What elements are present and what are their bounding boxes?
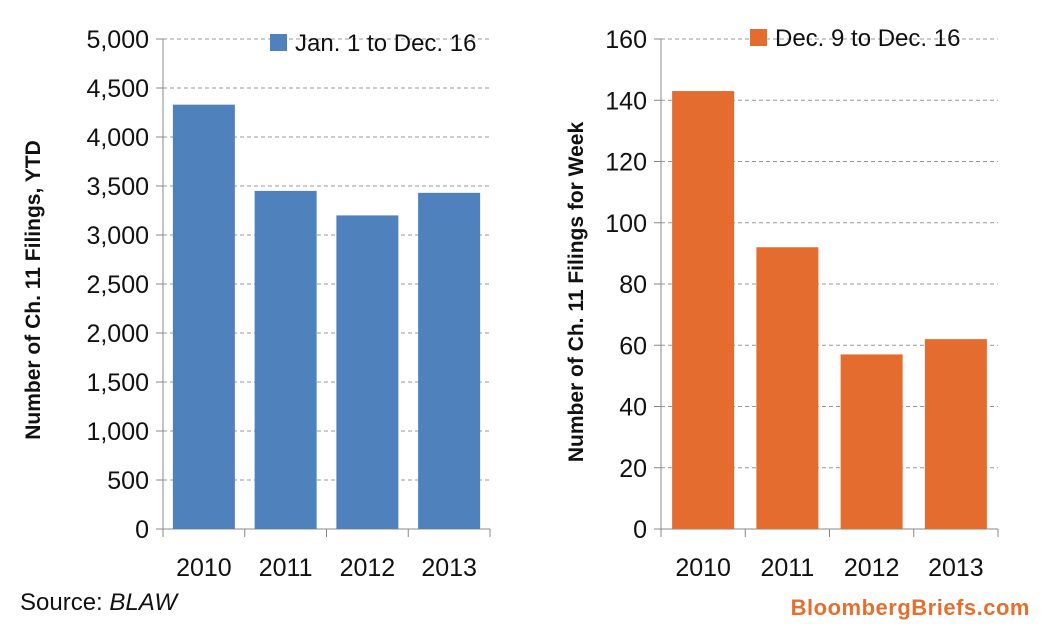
bar-2010 bbox=[172, 104, 235, 529]
bar-2013 bbox=[418, 192, 481, 530]
x-tick-label: 2011 bbox=[760, 554, 814, 582]
y-tick-label: 2,000 bbox=[86, 320, 149, 348]
y-tick-label: 140 bbox=[605, 87, 647, 115]
y-tick-label: 2,500 bbox=[86, 271, 149, 299]
bar-2012 bbox=[336, 215, 399, 529]
source-prefix: Source: bbox=[20, 589, 103, 616]
x-tick-label: 2013 bbox=[928, 554, 984, 582]
y-tick-label: 60 bbox=[619, 332, 647, 360]
y-tick-label: 3,000 bbox=[86, 222, 149, 250]
x-tick-label: 2013 bbox=[421, 554, 477, 582]
y-tick-label: 40 bbox=[619, 394, 647, 422]
x-tick-label: 2012 bbox=[340, 554, 396, 582]
y-tick-label: 20 bbox=[619, 455, 647, 483]
bar-2011 bbox=[254, 190, 317, 529]
y-tick-label: 0 bbox=[633, 516, 647, 544]
legend-label: Dec. 9 to Dec. 16 bbox=[775, 25, 960, 52]
bar-2011 bbox=[756, 247, 819, 529]
y-tick-label: 3,500 bbox=[86, 173, 149, 201]
x-tick-label: 2012 bbox=[844, 554, 900, 582]
y-tick-label: 500 bbox=[107, 467, 149, 495]
y-tick-label: 120 bbox=[605, 149, 647, 177]
chart-1: 0 500 1,000 1,500 2,000 2,500 3,000 3,500 4,000 4… bbox=[22, 26, 491, 582]
source-note: Source: BLAW bbox=[20, 589, 177, 617]
y-tick-label: 80 bbox=[619, 271, 647, 299]
y-tick-label: 4,000 bbox=[86, 124, 149, 152]
legend-swatch bbox=[270, 34, 287, 51]
bar-2010 bbox=[672, 91, 735, 529]
y-tick-label: 5,000 bbox=[86, 26, 149, 54]
y-tick-label: 1,500 bbox=[86, 369, 149, 397]
source-name: BLAW bbox=[109, 589, 177, 616]
x-tick-label: 2010 bbox=[675, 554, 731, 582]
brand-logo-text: BloombergBriefs.com bbox=[790, 595, 1030, 620]
y-tick-label: 1,000 bbox=[86, 418, 149, 446]
chart-2: 0 20 40 60 80 100 120 140 160 2010 2011 2012 2013 Num… bbox=[565, 25, 999, 582]
y-axis-title: Number of Ch. 11 Filings, YTD bbox=[22, 140, 45, 440]
x-tick-label: 2011 bbox=[259, 554, 313, 582]
y-axis-title: Number of Ch. 11 Filings for Week bbox=[565, 122, 588, 463]
x-tick-label: 2010 bbox=[176, 554, 232, 582]
y-tick-label: 4,500 bbox=[86, 75, 149, 103]
bar-2012 bbox=[840, 354, 903, 529]
bar-2013 bbox=[924, 339, 987, 529]
y-tick-label: 160 bbox=[605, 26, 647, 54]
y-tick-label: 100 bbox=[605, 210, 647, 238]
legend-label: Jan. 1 to Dec. 16 bbox=[295, 30, 476, 57]
y-tick-label: 0 bbox=[135, 516, 149, 544]
legend-swatch bbox=[750, 29, 767, 46]
